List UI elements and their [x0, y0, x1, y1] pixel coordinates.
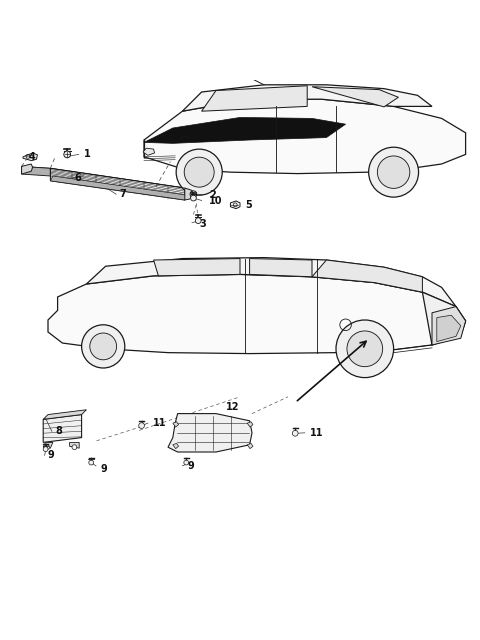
Text: 5: 5: [245, 200, 252, 210]
Text: 3: 3: [199, 219, 206, 229]
Circle shape: [176, 149, 222, 195]
Text: 10: 10: [209, 196, 222, 206]
Circle shape: [43, 447, 48, 452]
Polygon shape: [202, 86, 307, 111]
Circle shape: [64, 151, 71, 158]
Circle shape: [191, 195, 196, 201]
Text: 7: 7: [119, 189, 126, 199]
Polygon shape: [144, 99, 466, 173]
Circle shape: [90, 333, 117, 360]
Text: 9: 9: [187, 461, 194, 472]
Polygon shape: [23, 153, 37, 161]
Polygon shape: [432, 307, 466, 345]
Text: 8: 8: [55, 426, 62, 436]
Polygon shape: [422, 292, 466, 345]
Circle shape: [369, 147, 419, 197]
Polygon shape: [312, 260, 422, 292]
Circle shape: [72, 445, 77, 449]
Circle shape: [195, 218, 201, 223]
Polygon shape: [173, 444, 179, 449]
Polygon shape: [22, 166, 50, 176]
Circle shape: [336, 320, 394, 378]
Polygon shape: [143, 148, 155, 156]
Circle shape: [377, 156, 410, 188]
Polygon shape: [86, 257, 456, 307]
Circle shape: [184, 460, 189, 465]
Text: 9: 9: [48, 451, 55, 460]
Text: 1: 1: [84, 149, 91, 159]
Circle shape: [184, 157, 214, 187]
Polygon shape: [168, 413, 252, 452]
Circle shape: [45, 445, 49, 449]
Polygon shape: [154, 259, 240, 276]
Text: 4: 4: [29, 152, 36, 162]
Text: 2: 2: [209, 190, 216, 200]
Circle shape: [82, 324, 125, 368]
Polygon shape: [22, 166, 185, 188]
Circle shape: [139, 422, 144, 429]
Polygon shape: [173, 422, 179, 427]
Text: 6: 6: [74, 173, 81, 183]
Text: 12: 12: [226, 403, 239, 412]
Polygon shape: [50, 168, 185, 200]
Polygon shape: [43, 410, 86, 419]
Circle shape: [89, 460, 94, 465]
Polygon shape: [182, 84, 432, 111]
Text: 11: 11: [310, 428, 323, 438]
Polygon shape: [43, 442, 53, 448]
Polygon shape: [247, 422, 253, 427]
Polygon shape: [22, 164, 33, 174]
Polygon shape: [250, 259, 312, 276]
Text: 9: 9: [101, 464, 108, 474]
Polygon shape: [48, 275, 466, 353]
Text: 11: 11: [153, 418, 166, 428]
Polygon shape: [43, 415, 82, 442]
Polygon shape: [312, 86, 398, 107]
Circle shape: [347, 331, 383, 367]
Circle shape: [292, 430, 298, 436]
Polygon shape: [144, 118, 346, 143]
Polygon shape: [185, 188, 193, 200]
Polygon shape: [70, 442, 79, 448]
Polygon shape: [230, 201, 240, 209]
Polygon shape: [50, 176, 187, 200]
Polygon shape: [437, 315, 461, 342]
Polygon shape: [247, 444, 253, 449]
